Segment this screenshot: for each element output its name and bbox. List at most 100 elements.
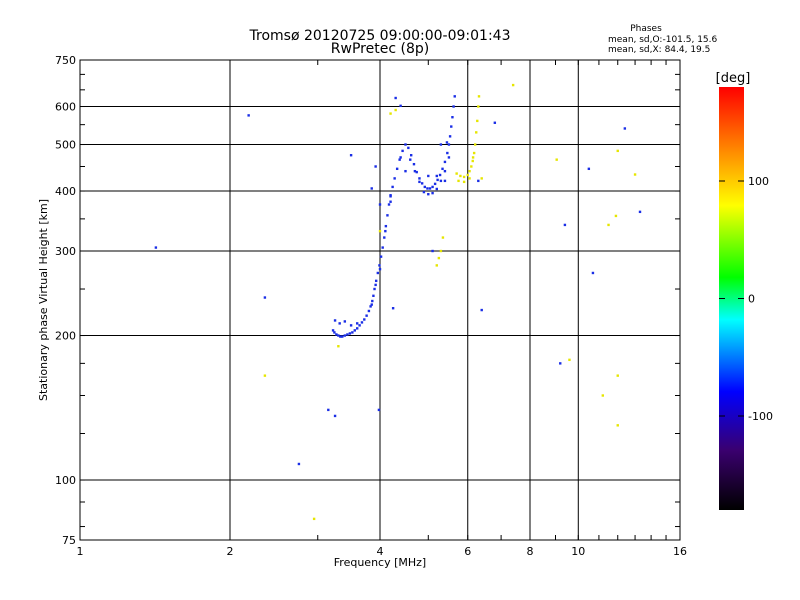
x-mode-point	[378, 229, 382, 233]
o-mode-point	[384, 224, 388, 228]
y-axis-label: Stationary phase Virtual Height [km]	[37, 199, 50, 401]
o-mode-point	[333, 414, 337, 418]
o-mode-point	[355, 327, 359, 330]
y-tick-label: 500	[55, 139, 76, 152]
x-tick-label: 16	[673, 545, 687, 558]
x-mode-point	[473, 143, 477, 146]
o-mode-point	[379, 255, 383, 258]
o-mode-point	[427, 174, 430, 178]
o-mode-point	[439, 143, 443, 146]
o-mode-point	[433, 182, 437, 186]
y-tick-label: 600	[55, 101, 76, 114]
x-mode-point	[439, 249, 443, 253]
o-mode-point	[399, 156, 402, 159]
o-mode-point	[374, 165, 377, 168]
o-mode-point	[351, 331, 354, 334]
colorbar-ticks: 100 0 -100	[719, 175, 773, 423]
grid-lines	[80, 60, 680, 540]
x-mode-point	[616, 424, 619, 427]
o-mode-point	[427, 192, 430, 196]
data-points	[154, 83, 642, 521]
o-mode-point	[371, 299, 374, 303]
o-mode-point	[297, 462, 301, 466]
o-mode-point	[409, 154, 413, 157]
o-mode-point	[386, 214, 389, 217]
x-mode-point	[472, 151, 476, 155]
o-mode-point	[404, 143, 407, 146]
chart-subtitle: RwPretec (8p)	[331, 41, 429, 57]
o-mode-point	[493, 121, 497, 124]
x-mode-point	[263, 374, 267, 377]
o-mode-point	[591, 271, 595, 275]
o-mode-point	[373, 287, 376, 291]
x-mode-point	[389, 112, 392, 115]
phase-o-stats: mean, sd,O:-101.5, 15.6	[608, 35, 718, 45]
o-mode-point	[363, 318, 366, 321]
o-mode-point	[370, 303, 373, 306]
x-mode-point	[435, 264, 438, 267]
o-mode-point	[563, 223, 567, 227]
x-mode-point	[616, 374, 619, 377]
x-mode-point	[437, 256, 441, 260]
o-mode-point	[376, 271, 380, 275]
o-mode-point	[370, 187, 373, 190]
o-mode-point	[439, 179, 443, 183]
o-mode-point	[477, 179, 480, 183]
x-tick-label: 1	[77, 545, 84, 558]
o-mode-point	[426, 187, 429, 190]
o-mode-point	[623, 127, 627, 130]
x-mode-point	[607, 223, 610, 227]
colorbar-tick-label: 100	[748, 175, 769, 188]
o-mode-point	[369, 305, 372, 308]
o-mode-point	[447, 143, 451, 146]
x-mode-point	[614, 214, 618, 218]
o-mode-point	[480, 308, 483, 312]
o-mode-point	[378, 264, 381, 267]
o-mode-point	[398, 158, 401, 161]
o-mode-point	[353, 329, 356, 332]
o-mode-point	[404, 169, 407, 173]
o-mode-point	[431, 249, 434, 253]
o-mode-point	[378, 267, 382, 271]
o-mode-point	[374, 279, 378, 283]
x-mode-point	[476, 119, 479, 123]
o-mode-point	[346, 333, 349, 336]
o-mode-point	[409, 158, 412, 161]
o-mode-point	[348, 332, 352, 335]
o-mode-point	[389, 195, 392, 198]
o-mode-point	[587, 167, 591, 171]
x-mode-point	[601, 394, 605, 397]
o-mode-point	[407, 146, 410, 150]
o-mode-point	[360, 321, 364, 324]
x-mode-point	[455, 172, 458, 175]
o-mode-point	[358, 324, 361, 327]
o-mode-point	[263, 296, 267, 299]
o-mode-point	[438, 173, 442, 177]
o-mode-point	[335, 333, 338, 336]
o-mode-point	[443, 179, 447, 183]
o-mode-point	[343, 320, 347, 323]
o-mode-point	[394, 96, 397, 100]
o-mode-point	[391, 185, 394, 189]
x-mode-point	[480, 177, 483, 180]
x-mode-point	[471, 156, 475, 159]
x-mode-point	[441, 236, 445, 239]
o-mode-point	[391, 307, 395, 310]
o-mode-point	[331, 329, 335, 332]
o-mode-point	[422, 190, 426, 194]
y-tick-label: 400	[55, 185, 76, 198]
x-mode-point	[477, 95, 481, 98]
o-mode-point	[393, 177, 396, 180]
o-mode-point	[349, 324, 353, 327]
o-mode-point	[450, 125, 453, 128]
colorbar-tick-label: 0	[748, 293, 755, 306]
o-mode-point	[395, 167, 399, 171]
x-mode-point	[337, 345, 340, 348]
o-mode-point	[401, 149, 404, 153]
o-mode-point	[327, 408, 330, 412]
axis-ticks: 1 2 4 6 8 10 16 75 100 200 300 400 500 600 750	[55, 54, 687, 558]
x-mode-point	[568, 358, 571, 362]
o-mode-point	[247, 114, 250, 117]
x-mode-point	[471, 159, 474, 163]
o-mode-point	[374, 283, 377, 287]
